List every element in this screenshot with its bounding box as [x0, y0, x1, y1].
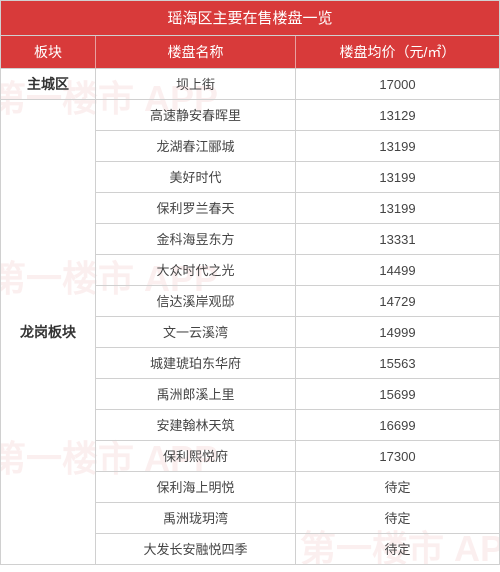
table-row: 安建翰林天筑16699: [96, 410, 500, 441]
cell-price: 待定: [296, 472, 500, 503]
cell-name: 坝上街: [96, 69, 296, 100]
cell-name: 美好时代: [96, 162, 296, 193]
table-row: 保利罗兰春天13199: [96, 193, 500, 224]
cell-name: 龙湖春江郦城: [96, 131, 296, 162]
cell-name: 高速静安春晖里: [96, 100, 296, 131]
cell-price: 13331: [296, 224, 500, 255]
cell-name: 金科海昱东方: [96, 224, 296, 255]
cell-price: 13199: [296, 131, 500, 162]
section-label: 主城区: [1, 69, 96, 100]
table-row: 美好时代13199: [96, 162, 500, 193]
cell-name: 保利罗兰春天: [96, 193, 296, 224]
table-row: 坝上街17000: [96, 69, 500, 100]
table-row: 龙湖春江郦城13199: [96, 131, 500, 162]
table-row: 禹洲珑玥湾待定: [96, 503, 500, 534]
cell-name: 文一云溪湾: [96, 317, 296, 348]
table-row: 禹洲郎溪上里15699: [96, 379, 500, 410]
table-header-row: 板块 楼盘名称 楼盘均价（元/㎡）: [1, 36, 500, 69]
cell-price: 15563: [296, 348, 500, 379]
header-name: 楼盘名称: [96, 36, 296, 69]
cell-name: 保利熙悦府: [96, 441, 296, 472]
table-row: 城建琥珀东华府15563: [96, 348, 500, 379]
header-section: 板块: [1, 36, 96, 69]
cell-price: 15699: [296, 379, 500, 410]
cell-price: 13199: [296, 162, 500, 193]
cell-price: 14499: [296, 255, 500, 286]
table-title: 瑶海区主要在售楼盘一览: [1, 1, 500, 36]
cell-name: 城建琥珀东华府: [96, 348, 296, 379]
property-table: 瑶海区主要在售楼盘一览 板块 楼盘名称 楼盘均价（元/㎡） 主城区龙岗板块坝上街…: [0, 0, 500, 565]
cell-name: 安建翰林天筑: [96, 410, 296, 441]
table-row: 金科海昱东方13331: [96, 224, 500, 255]
cell-name: 禹洲珑玥湾: [96, 503, 296, 534]
section-label: 龙岗板块: [1, 100, 96, 565]
cell-price: 待定: [296, 503, 500, 534]
table-row: 保利海上明悦待定: [96, 472, 500, 503]
cell-price: 13199: [296, 193, 500, 224]
cell-price: 16699: [296, 410, 500, 441]
cell-name: 保利海上明悦: [96, 472, 296, 503]
cell-price: 待定: [296, 534, 500, 565]
cell-price: 17300: [296, 441, 500, 472]
table-row: 文一云溪湾14999: [96, 317, 500, 348]
table-row: 大发长安融悦四季待定: [96, 534, 500, 565]
table-row: 大众时代之光14499: [96, 255, 500, 286]
table-row: 保利熙悦府17300: [96, 441, 500, 472]
cell-price: 14999: [296, 317, 500, 348]
table-row: 高速静安春晖里13129: [96, 100, 500, 131]
cell-name: 大众时代之光: [96, 255, 296, 286]
cell-name: 禹洲郎溪上里: [96, 379, 296, 410]
cell-price: 13129: [296, 100, 500, 131]
cell-price: 17000: [296, 69, 500, 100]
cell-price: 14729: [296, 286, 500, 317]
cell-name: 信达溪岸观邸: [96, 286, 296, 317]
table-row: 信达溪岸观邸14729: [96, 286, 500, 317]
cell-name: 大发长安融悦四季: [96, 534, 296, 565]
header-price: 楼盘均价（元/㎡）: [296, 36, 500, 69]
